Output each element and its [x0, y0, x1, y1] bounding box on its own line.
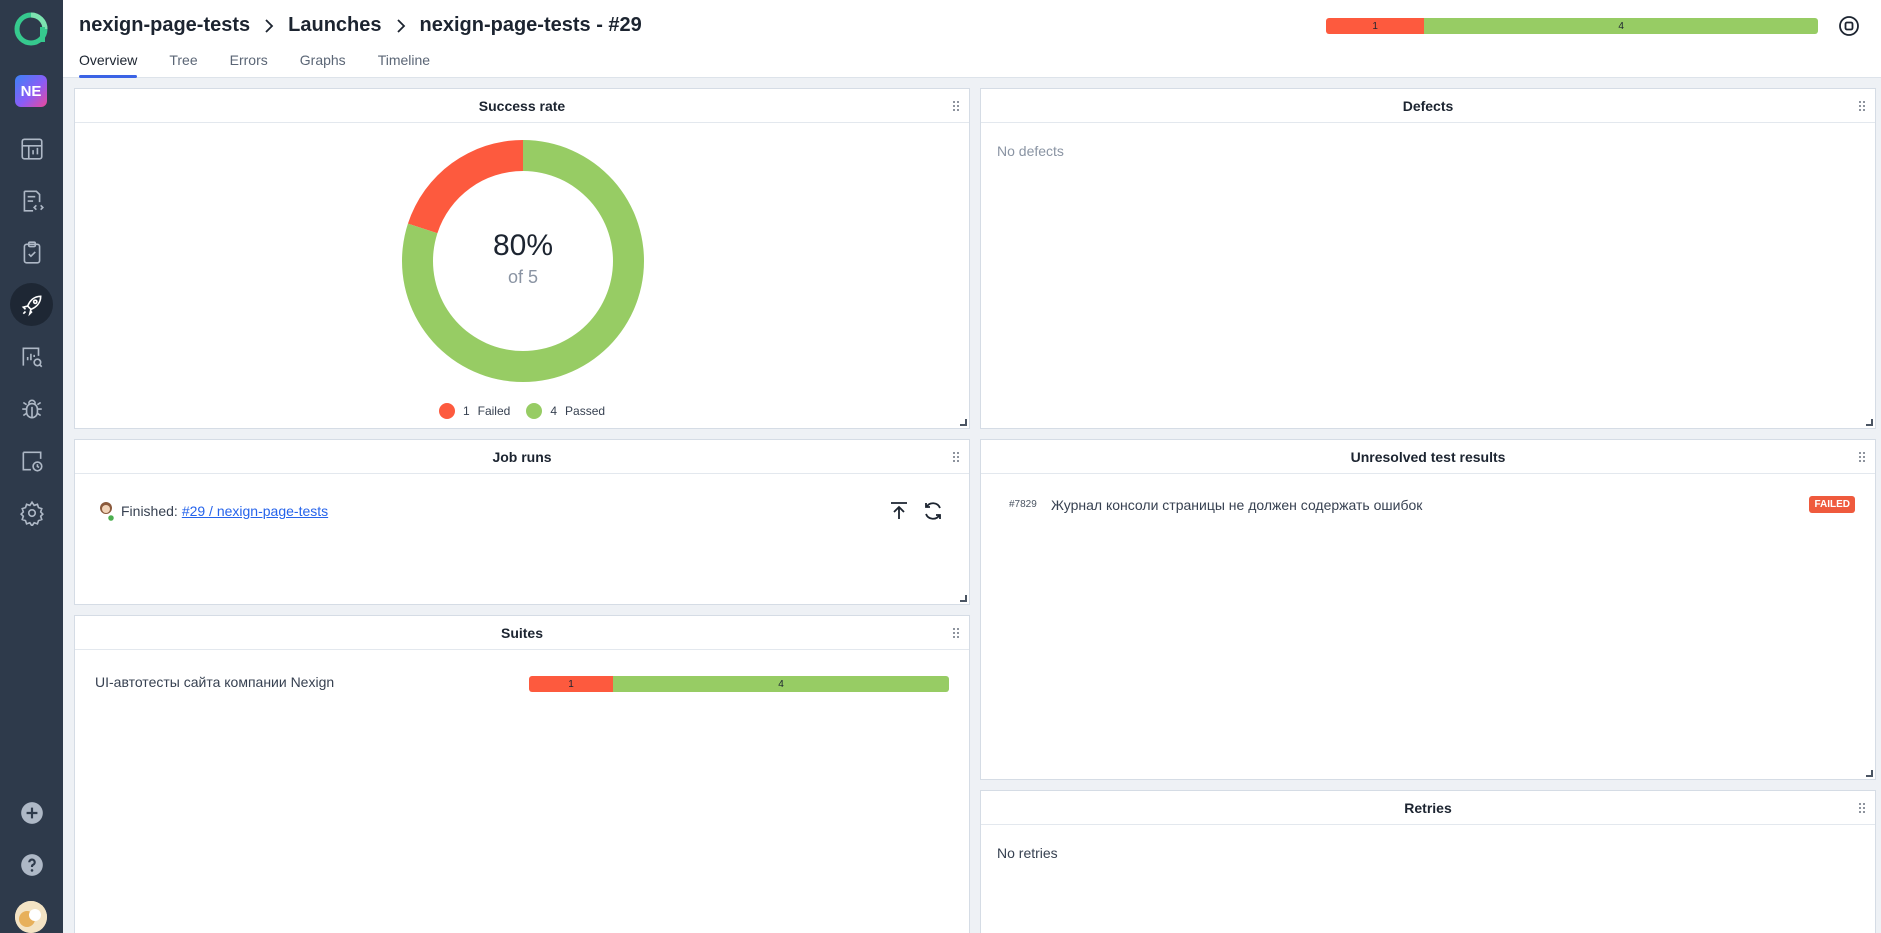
resize-handle[interactable]	[1866, 419, 1873, 426]
upload-icon[interactable]	[888, 500, 910, 522]
chevron-right-icon	[264, 18, 274, 33]
drag-handle-icon[interactable]	[951, 100, 961, 112]
widget-title-text: Retries	[1404, 799, 1452, 816]
user-avatar-icon	[15, 901, 47, 933]
sidebar-item-test-plans[interactable]	[10, 231, 53, 274]
widget-job-runs: Job runs Finished: #29 / nexign-page-tes…	[74, 439, 970, 605]
job-owner-avatar-icon	[100, 502, 116, 522]
user-avatar[interactable]	[15, 901, 47, 933]
tab-timeline[interactable]: Timeline	[377, 52, 431, 68]
plus-icon	[20, 801, 43, 824]
widget-title: Defects	[981, 89, 1875, 123]
launch-status-bar[interactable]: 1 4	[1326, 18, 1818, 34]
tab-graphs[interactable]: Graphs	[299, 52, 346, 68]
widget-title-text: Defects	[1402, 97, 1454, 114]
widget-title: Suites	[75, 616, 969, 650]
sidebar-item-test-cases[interactable]	[10, 179, 53, 222]
test-result-id: #7829	[1009, 499, 1037, 510]
tab-tree[interactable]: Tree	[169, 52, 198, 68]
suite-bar-failed-segment: 1	[529, 676, 613, 692]
donut-slice-failed[interactable]	[407, 140, 523, 234]
widget-unresolved-results: Unresolved test results #7829 Журнал кон…	[980, 439, 1876, 780]
workspace-avatar[interactable]: NE	[15, 75, 47, 107]
success-rate-donut	[402, 140, 644, 382]
retries-empty: No retries	[997, 845, 1058, 861]
widget-title: Success rate	[75, 89, 969, 123]
launches-icon	[21, 295, 41, 316]
help-icon	[20, 853, 43, 876]
sidebar-item-dashboards[interactable]	[10, 127, 53, 170]
widget-title: Unresolved test results	[981, 440, 1875, 474]
defects-icon	[21, 399, 42, 418]
allure-logo-icon[interactable]	[12, 10, 50, 48]
tab-overview[interactable]: Overview	[79, 52, 138, 78]
breadcrumb: nexign-page-tests Launches nexign-page-t…	[79, 14, 642, 37]
widget-success-rate: Success rate 80% of 5 1 Failed 4 Passed	[74, 88, 970, 429]
breadcrumb-launch: nexign-page-tests - #29	[419, 14, 642, 36]
chart-legend: 1 Failed 4 Passed	[75, 403, 969, 419]
widget-suites: Suites UI-автотесты сайта компании Nexig…	[74, 615, 970, 933]
sidebar-add-button[interactable]	[10, 791, 53, 834]
suite-bar-passed-segment: 4	[613, 676, 949, 692]
settings-icon	[19, 500, 44, 526]
resize-handle[interactable]	[960, 419, 967, 426]
resize-handle[interactable]	[960, 595, 967, 602]
test-result-name[interactable]: Журнал консоли страницы не должен содерж…	[1051, 496, 1423, 513]
suite-name[interactable]: UI-автотесты сайта компании Nexign	[95, 674, 335, 690]
legend-item-passed[interactable]: 4 Passed	[526, 403, 605, 419]
test-cases-icon	[23, 189, 44, 212]
widget-defects: Defects No defects	[980, 88, 1876, 429]
passed-dot-icon	[526, 403, 543, 419]
status-badge: FAILED	[1809, 496, 1855, 513]
widget-title-text: Suites	[500, 624, 543, 641]
unresolved-row[interactable]: #7829 Журнал консоли страницы не должен …	[1009, 496, 1855, 513]
sidebar-help-button[interactable]	[10, 843, 53, 886]
breadcrumb-project[interactable]: nexign-page-tests	[79, 14, 251, 36]
job-run-status: Finished:	[121, 503, 178, 519]
legend-count: 1	[462, 404, 470, 418]
drag-handle-icon[interactable]	[951, 451, 961, 463]
stop-launch-icon[interactable]	[1837, 14, 1861, 38]
suite-status-bar[interactable]: 1 4	[529, 676, 949, 692]
tab-errors[interactable]: Errors	[229, 52, 268, 68]
job-run-link[interactable]: #29 / nexign-page-tests	[181, 503, 329, 519]
test-plans-icon	[23, 240, 40, 264]
drag-handle-icon[interactable]	[951, 627, 961, 639]
tab-bar: Overview Tree Errors Graphs Timeline	[79, 52, 462, 78]
widget-title: Job runs	[75, 440, 969, 474]
legend-label: Failed	[477, 404, 511, 418]
widget-title-text: Unresolved test results	[1350, 448, 1506, 465]
job-run-row: Finished: #29 / nexign-page-tests	[97, 500, 328, 522]
widget-retries: Retries No retries	[980, 790, 1876, 933]
sidebar-item-analytics[interactable]	[10, 335, 53, 378]
page-header: nexign-page-tests Launches nexign-page-t…	[63, 0, 1881, 78]
sidebar-item-defects[interactable]	[10, 387, 53, 430]
sidebar: NE	[0, 0, 63, 933]
legend-item-failed[interactable]: 1 Failed	[438, 403, 511, 419]
jobs-icon	[22, 451, 43, 472]
drag-handle-icon[interactable]	[1857, 100, 1867, 112]
sidebar-item-settings[interactable]	[10, 491, 53, 534]
dashboard-icon	[20, 137, 43, 160]
status-bar-passed-segment: 4	[1424, 18, 1818, 34]
sidebar-item-launches[interactable]	[10, 283, 53, 326]
defects-empty: No defects	[997, 143, 1064, 159]
widget-title-text: Success rate	[478, 97, 566, 114]
drag-handle-icon[interactable]	[1857, 802, 1867, 814]
failed-dot-icon	[438, 403, 455, 419]
success-rate-percent: 80%	[492, 229, 554, 262]
drag-handle-icon[interactable]	[1857, 451, 1867, 463]
refresh-icon[interactable]	[922, 500, 944, 522]
legend-label: Passed	[565, 404, 606, 418]
legend-count: 4	[550, 404, 558, 418]
status-bar-failed-segment: 1	[1326, 18, 1425, 34]
sidebar-item-jobs[interactable]	[10, 439, 53, 482]
widget-title-text: Job runs	[492, 448, 552, 465]
success-rate-total: of 5	[507, 267, 539, 287]
widget-title: Retries	[981, 791, 1875, 825]
analytics-icon	[22, 347, 42, 367]
chevron-right-icon	[396, 18, 406, 33]
breadcrumb-launches[interactable]: Launches	[288, 14, 382, 36]
resize-handle[interactable]	[1866, 770, 1873, 777]
